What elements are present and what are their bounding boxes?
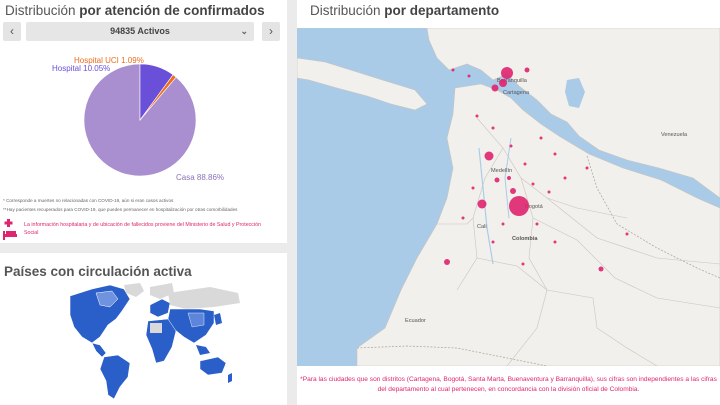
confirmados-panel: Distribución por atención de confirmados… — [0, 0, 287, 243]
label-colombia: Colombia — [512, 236, 538, 242]
case-bubbles — [444, 67, 629, 272]
prev-button[interactable]: ‹ — [3, 22, 21, 41]
world-map[interactable] — [0, 253, 287, 405]
country-south-america[interactable] — [99, 354, 131, 400]
map-footer-note: *Para las ciudades que son distritos (Ca… — [300, 376, 717, 393]
bubble-bogota[interactable] — [509, 196, 529, 216]
pie-label-hospital: Hospital 10.05% — [52, 64, 111, 73]
status-select-value: 94835 Activos — [110, 26, 170, 36]
bubble-cali[interactable] — [477, 199, 487, 209]
colombia-map[interactable]: Barranquilla Cartagena Venezuela Colombi… — [297, 28, 720, 366]
paises-title: Países con circulación activa — [4, 264, 192, 279]
bubble-atlantico[interactable] — [499, 79, 507, 87]
label-barranquilla: Barranquilla — [497, 78, 528, 84]
label-medellin: Medellín — [491, 168, 512, 174]
label-ecuador: Ecuador — [405, 318, 426, 324]
status-select[interactable]: 94835 Activos ⌄ — [26, 22, 254, 41]
label-cali: Cali — [477, 224, 487, 230]
country-australia[interactable] — [199, 356, 227, 376]
chevron-left-icon: ‹ — [10, 24, 14, 38]
country-europe[interactable] — [149, 298, 171, 318]
confirmados-title-light: Distribución — [5, 3, 76, 18]
label-bogota: Bogotá — [525, 204, 544, 210]
bubble-cartagena[interactable] — [491, 84, 499, 92]
bubble-barranquilla[interactable] — [501, 67, 513, 79]
departamentos-title-bold: por departamento — [384, 3, 500, 18]
pie-chart — [83, 63, 197, 177]
paises-panel: Países con circulación activa — [0, 253, 287, 405]
confirmados-title: Distribución por atención de confirmados — [5, 3, 265, 18]
pie-slice-hospital-uci[interactable] — [139, 74, 177, 121]
note-deaths: * Corresponde a muertes no relacionadas … — [3, 198, 174, 203]
next-button[interactable]: › — [262, 22, 280, 41]
confirmados-title-bold: por atención de confirmados — [79, 3, 265, 18]
departamentos-panel: Distribución por departamento Barranquil… — [297, 0, 720, 405]
departamentos-title: Distribución por departamento — [310, 3, 499, 18]
bubble-medellin[interactable] — [484, 151, 494, 161]
chevron-down-icon: ⌄ — [240, 26, 248, 36]
pie-label-uci: Hospital UCI 1.09% — [74, 56, 144, 65]
hospital-note: La información hospitalaria y de ubicaci… — [24, 222, 262, 236]
note-recovered: **Hay pacientes recuperados para COVID-1… — [3, 207, 238, 212]
departamentos-title-light: Distribución — [310, 3, 381, 18]
hospital-bed-icon — [3, 219, 17, 240]
chevron-right-icon: › — [269, 24, 273, 38]
pie-label-casa: Casa 88.86% — [176, 173, 225, 182]
label-venezuela: Venezuela — [661, 132, 688, 138]
label-cartagena: Cartagena — [503, 90, 530, 96]
